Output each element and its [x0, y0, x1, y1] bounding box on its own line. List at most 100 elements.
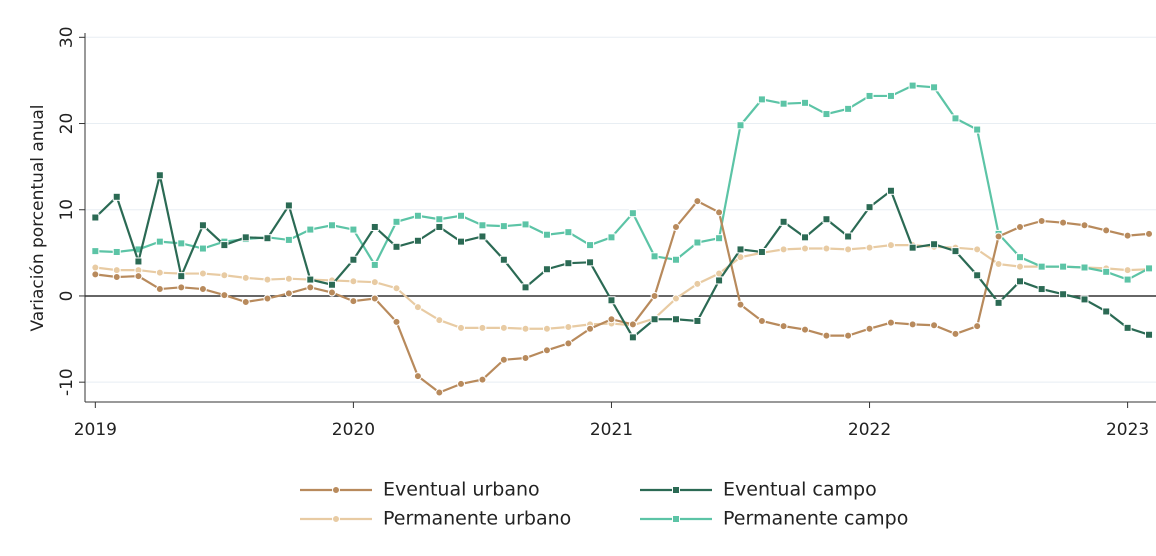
marker	[349, 297, 358, 306]
series	[91, 241, 1154, 333]
marker	[994, 298, 1003, 307]
marker	[930, 321, 939, 330]
series-line	[94, 174, 1150, 340]
marker	[198, 221, 207, 230]
marker	[457, 379, 466, 388]
marker	[220, 271, 229, 280]
marker	[951, 247, 960, 256]
marker	[1059, 290, 1068, 299]
marker	[671, 294, 680, 303]
marker	[994, 260, 1003, 269]
marker	[413, 211, 422, 220]
legend-label: Eventual urbano	[383, 479, 540, 501]
marker	[241, 297, 250, 306]
x-tick-label: 2021	[590, 420, 633, 440]
marker	[607, 315, 616, 324]
marker	[886, 186, 895, 195]
marker	[586, 324, 595, 333]
marker	[1037, 216, 1046, 225]
marker	[1123, 266, 1132, 275]
marker	[91, 247, 100, 256]
marker	[349, 255, 358, 264]
x-tick-label: 2020	[332, 420, 375, 440]
marker	[564, 259, 573, 268]
marker	[1123, 275, 1132, 284]
marker	[865, 91, 874, 100]
marker	[736, 300, 745, 309]
marker	[671, 315, 680, 324]
marker	[413, 303, 422, 312]
y-tick-label: 20	[57, 113, 77, 135]
marker	[1102, 307, 1111, 316]
marker	[478, 232, 487, 241]
marker	[693, 197, 702, 206]
legend-item: Eventual campo	[640, 479, 877, 501]
marker	[370, 260, 379, 269]
legend-item: Eventual urbano	[300, 479, 540, 501]
marker	[844, 104, 853, 113]
marker	[1037, 285, 1046, 294]
marker	[715, 234, 724, 243]
marker	[112, 247, 121, 256]
marker	[392, 242, 401, 251]
marker	[844, 232, 853, 241]
marker	[327, 280, 336, 289]
marker	[757, 316, 766, 325]
marker	[521, 283, 530, 292]
marker	[801, 325, 810, 334]
marker	[650, 252, 659, 261]
marker	[586, 241, 595, 250]
marker	[349, 225, 358, 234]
series	[91, 171, 1154, 342]
marker	[844, 245, 853, 254]
marker	[521, 354, 530, 363]
marker	[628, 209, 637, 218]
marker	[220, 241, 229, 250]
marker	[542, 324, 551, 333]
marker	[1059, 262, 1068, 271]
marker	[693, 238, 702, 247]
marker	[499, 323, 508, 332]
marker	[177, 272, 186, 281]
legend-marker	[672, 486, 680, 494]
marker	[284, 201, 293, 210]
marker	[822, 215, 831, 224]
marker	[951, 329, 960, 338]
marker	[155, 171, 164, 180]
marker	[715, 208, 724, 217]
marker	[1145, 330, 1154, 339]
x-tick-label: 2022	[848, 420, 891, 440]
marker	[822, 244, 831, 253]
marker	[327, 288, 336, 297]
marker	[736, 121, 745, 130]
marker	[671, 255, 680, 264]
legend-item: Permanente urbano	[300, 508, 571, 530]
marker	[779, 245, 788, 254]
marker	[499, 255, 508, 264]
marker	[693, 316, 702, 325]
y-tick-label: 30	[57, 26, 77, 48]
marker	[951, 114, 960, 123]
marker	[822, 331, 831, 340]
marker	[134, 257, 143, 266]
marker	[908, 81, 917, 90]
marker	[306, 275, 315, 284]
marker	[370, 222, 379, 231]
marker	[650, 291, 659, 300]
marker	[263, 234, 272, 243]
marker	[994, 232, 1003, 241]
marker	[327, 221, 336, 230]
series-line	[95, 199, 1150, 394]
marker	[457, 323, 466, 332]
marker	[1080, 295, 1089, 304]
marker	[1102, 267, 1111, 276]
marker	[392, 217, 401, 226]
marker	[801, 98, 810, 107]
marker	[370, 278, 379, 287]
marker	[844, 331, 853, 340]
marker	[865, 243, 874, 252]
y-tick-label: 10	[57, 199, 77, 221]
marker	[886, 91, 895, 100]
marker	[1059, 218, 1068, 227]
